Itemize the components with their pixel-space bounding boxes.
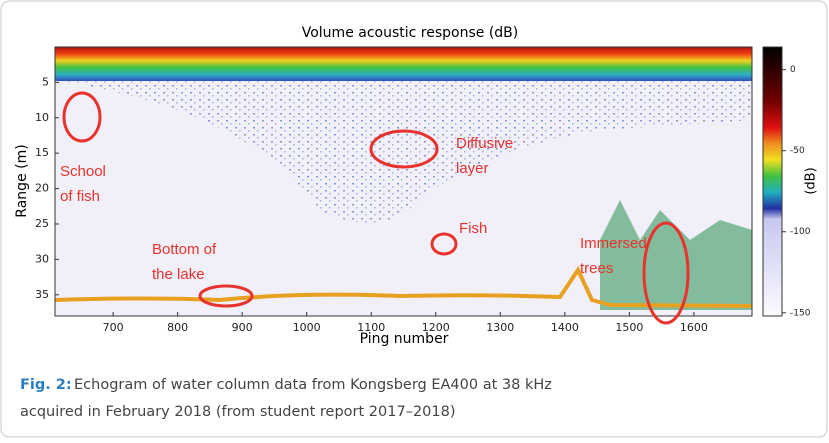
x-tick-label: 700 bbox=[103, 321, 124, 334]
echogram bbox=[54, 46, 753, 317]
annotation-text: of fish bbox=[60, 188, 100, 205]
x-tick-label: 1500 bbox=[615, 321, 643, 334]
x-tick-label: 800 bbox=[167, 321, 188, 334]
annotation-text: School bbox=[60, 163, 106, 180]
annotation-text: Diffusive bbox=[456, 135, 513, 152]
y-tick-label: 35 bbox=[35, 288, 49, 301]
colorbar bbox=[762, 46, 783, 317]
x-tick-label: 900 bbox=[232, 321, 253, 334]
y-tick-label: 20 bbox=[35, 182, 49, 195]
y-tick-label: 25 bbox=[35, 217, 49, 230]
x-tick-label: 1600 bbox=[680, 321, 708, 334]
colorbar-tick-label: -100 bbox=[790, 227, 811, 237]
annotation-text: layer bbox=[456, 160, 489, 177]
colorbar-tick-label: 0 bbox=[790, 65, 796, 75]
annotation-ellipse bbox=[62, 91, 102, 143]
annotation-text: trees bbox=[580, 260, 613, 277]
caption-text: Echogram of water column data from Kongs… bbox=[74, 377, 552, 393]
y-tick-label: 15 bbox=[35, 146, 49, 159]
x-tick-label: 1000 bbox=[293, 321, 321, 334]
annotation-ellipse bbox=[198, 284, 254, 308]
x-tick-label: 1100 bbox=[357, 321, 385, 334]
caption-label: Fig. 2: bbox=[20, 377, 72, 393]
annotation-ellipse bbox=[369, 129, 439, 169]
x-tick-label: 1200 bbox=[422, 321, 450, 334]
x-axis-label: Ping number bbox=[360, 331, 449, 347]
colorbar-tick-label: -150 bbox=[790, 308, 811, 318]
y-tick-label: 10 bbox=[35, 111, 49, 124]
x-tick-label: 1300 bbox=[486, 321, 514, 334]
colorbar-label: (dB) bbox=[804, 167, 819, 194]
annotation-text: Bottom of bbox=[152, 241, 217, 258]
y-tick-label: 5 bbox=[42, 75, 49, 88]
y-tick-label: 30 bbox=[35, 252, 49, 265]
chart-title: Volume acoustic response (dB) bbox=[302, 25, 519, 41]
annotation-text: Immersed bbox=[580, 235, 647, 252]
y-axis-label: Range (m) bbox=[14, 144, 30, 217]
annotation-ellipse bbox=[430, 232, 458, 256]
annotation-ellipse bbox=[642, 221, 690, 325]
annotation-text: Fish bbox=[459, 220, 487, 237]
annotation-text: the lake bbox=[152, 266, 205, 283]
x-tick-label: 1400 bbox=[551, 321, 579, 334]
colorbar-tick-label: -50 bbox=[790, 146, 805, 156]
caption-text: acquired in February 2018 (from student … bbox=[20, 404, 456, 420]
